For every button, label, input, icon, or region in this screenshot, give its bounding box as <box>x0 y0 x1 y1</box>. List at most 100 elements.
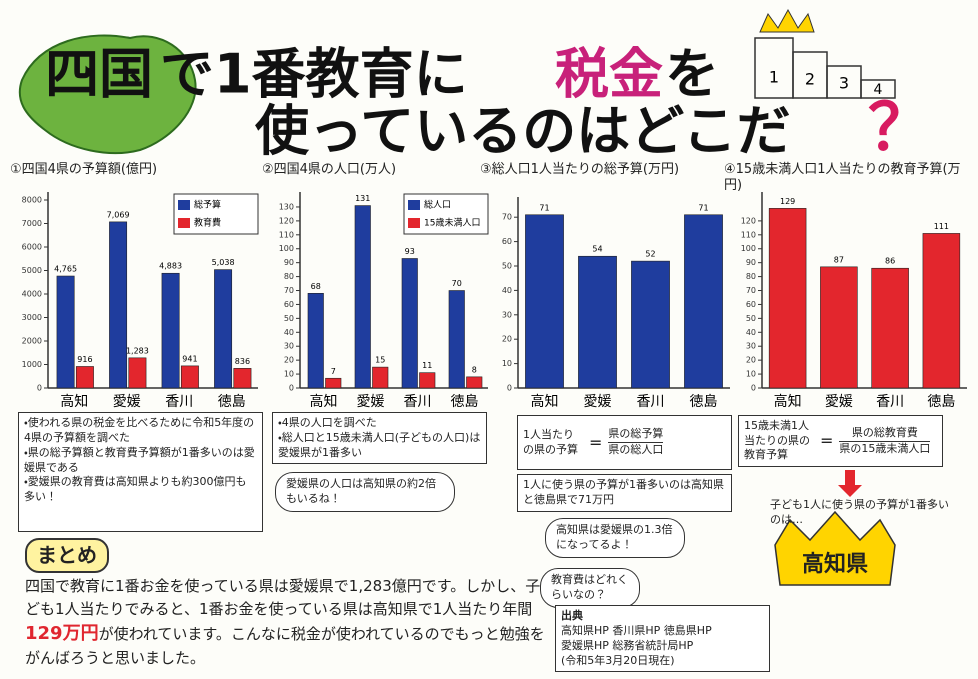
value-label: 131 <box>355 194 370 203</box>
x-tick-label: 香川 <box>404 394 432 410</box>
bar <box>373 367 389 388</box>
y-tick-label: 110 <box>741 230 756 239</box>
question-mark: ？ <box>868 92 932 166</box>
speech-bubble: 教育費はどれくらいなの？ <box>540 568 640 608</box>
x-tick-label: 香川 <box>637 394 665 410</box>
y-tick-label: 0 <box>289 384 294 393</box>
y-tick-label: 3000 <box>22 313 42 322</box>
result-chart3: 1人に使う県の予算が1番多いのは高知県と徳島県で71万円 <box>517 474 732 512</box>
summary-highlight: 129万円 <box>25 623 99 644</box>
notes-chart1: ・使われる県の税金を比べるために令和5年度の4県の予算額を調べた ・県の総予算額… <box>18 412 263 532</box>
podium-number: 4 <box>874 82 883 98</box>
x-tick-label: 徳島 <box>218 394 246 410</box>
bar <box>769 208 806 388</box>
denominator: 県の15歳未満人口 <box>839 442 930 457</box>
equals: = <box>820 430 833 452</box>
bar <box>109 222 126 388</box>
title-segment: 税金 <box>555 43 663 106</box>
value-label: 4,883 <box>159 262 182 271</box>
y-tick-label: 10 <box>746 370 756 379</box>
y-tick-label: 130 <box>279 202 294 211</box>
y-tick-label: 60 <box>502 237 512 246</box>
bar <box>684 215 722 388</box>
bar <box>420 373 436 388</box>
source: 高知県HP <box>561 624 609 637</box>
note: ・使われる県の税金を比べるために令和5年度の4県の予算額を調べた <box>24 416 257 446</box>
fraction: 県の総予算 県の総人口 <box>608 427 663 458</box>
numerator: 県の総予算 <box>608 427 663 443</box>
poster: 四国 で1番教育に 税金 を 使っているのはどこだ ？ 1 2 3 4 0100… <box>0 0 978 679</box>
value-label: 52 <box>645 250 655 259</box>
y-tick-label: 110 <box>279 230 294 239</box>
bar <box>449 291 465 388</box>
podium-number: 3 <box>839 74 849 93</box>
podium-number: 1 <box>769 68 779 87</box>
bar <box>326 378 342 388</box>
value-label: 11 <box>422 361 432 370</box>
formula-left: 15歳未満1人当たりの県の教育予算 <box>744 419 814 464</box>
y-tick-label: 50 <box>284 314 294 323</box>
podium-number: 2 <box>805 70 815 89</box>
y-tick-label: 40 <box>746 328 756 337</box>
value-label: 7,069 <box>107 210 130 219</box>
note: ・愛媛県の教育費は高知県よりも約300億円も多い！ <box>24 475 257 505</box>
legend-label: 総人口 <box>424 199 451 211</box>
bar <box>308 293 324 388</box>
y-tick-label: 60 <box>284 300 294 309</box>
x-tick-label: 徳島 <box>690 394 718 410</box>
note: ・県の総予算額と教育費予算額が1番多いのは愛媛県である <box>24 446 257 476</box>
y-tick-label: 30 <box>502 310 512 319</box>
value-label: 5,038 <box>212 258 235 267</box>
value-label: 86 <box>885 257 895 266</box>
source: 徳島県HP <box>664 624 712 637</box>
summary-text: 四国で教育に1番お金を使っている県は愛媛県で1,283億円です。しかし、子ども1… <box>25 575 555 670</box>
bar <box>234 368 251 388</box>
y-tick-label: 90 <box>746 258 756 267</box>
chart-title: ③総人口1人当たりの総予算(万円) <box>480 162 737 178</box>
y-tick-label: 120 <box>279 216 294 225</box>
y-tick-label: 100 <box>279 244 294 253</box>
x-tick-label: 愛媛 <box>825 394 853 410</box>
y-tick-label: 20 <box>284 356 294 365</box>
denominator: 県の総人口 <box>608 443 663 458</box>
x-tick-label: 愛媛 <box>113 394 141 410</box>
y-tick-label: 60 <box>746 300 756 309</box>
y-tick-label: 10 <box>284 370 294 379</box>
x-tick-label: 徳島 <box>927 394 955 410</box>
bar <box>57 276 74 388</box>
bar <box>129 358 146 388</box>
y-tick-label: 70 <box>502 213 512 222</box>
chart-title: ①四国4県の予算額(億円) <box>10 162 265 178</box>
legend-swatch <box>178 200 190 210</box>
x-tick-label: 愛媛 <box>584 394 612 410</box>
sources-heading: 出典 <box>561 609 764 624</box>
formula-left: 1人当たりの県の予算 <box>523 428 583 458</box>
bar <box>402 258 418 388</box>
source: 愛媛県HP <box>561 639 609 652</box>
equals: = <box>589 432 602 454</box>
x-tick-label: 高知 <box>774 393 802 410</box>
title-segment: で1番教育に <box>160 43 468 106</box>
y-tick-label: 7000 <box>22 219 42 228</box>
y-tick-label: 30 <box>746 342 756 351</box>
y-tick-label: 1000 <box>22 360 42 369</box>
y-tick-label: 8000 <box>22 196 42 205</box>
y-tick-label: 40 <box>284 328 294 337</box>
y-tick-label: 10 <box>502 359 512 368</box>
legend-swatch <box>178 218 190 228</box>
bar <box>872 268 909 388</box>
y-tick-label: 80 <box>746 272 756 281</box>
summary-part: が使われています。こんなに税金が使われているのでもっと勉強をがんばろうと思いまし… <box>25 625 545 667</box>
chart-title: ④15歳未満人口1人当たりの教育予算(万円) <box>724 162 974 193</box>
x-tick-label: 高知 <box>531 393 559 410</box>
x-tick-label: 愛媛 <box>357 394 385 410</box>
y-tick-label: 50 <box>502 262 512 271</box>
legend-label: 教育費 <box>194 217 221 229</box>
y-tick-label: 70 <box>746 286 756 295</box>
value-label: 8 <box>472 365 477 374</box>
speech-bubble: 高知県は愛媛県の1.3倍になってるよ！ <box>545 518 685 558</box>
value-label: 54 <box>592 245 602 254</box>
y-tick-label: 100 <box>741 244 756 253</box>
y-tick-label: 6000 <box>22 243 42 252</box>
summary-part: 四国で教育に1番お金を使っている県は愛媛県で1,283億円です。しかし、子ども1… <box>25 577 540 618</box>
